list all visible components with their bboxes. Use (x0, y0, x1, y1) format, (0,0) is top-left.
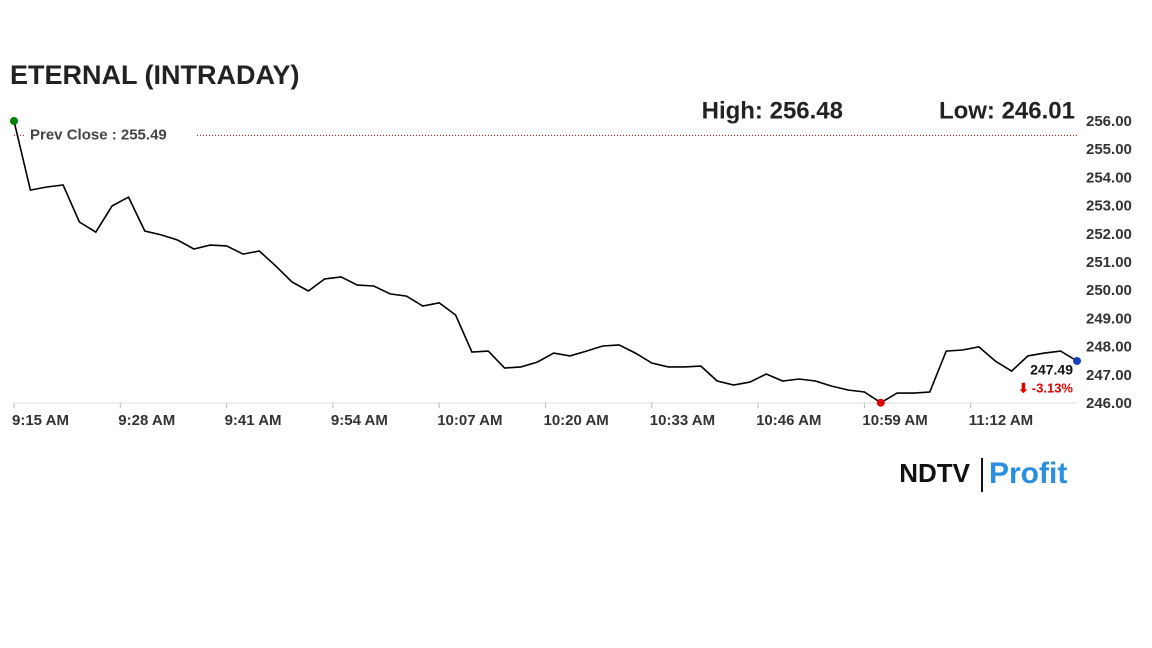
x-tick-label: 10:59 AM (862, 412, 927, 429)
x-tick-label: 10:07 AM (437, 412, 502, 429)
y-tick-label: 247.00 (1086, 367, 1132, 384)
change-label: -3.13% (1032, 380, 1074, 395)
x-tick-label: 9:28 AM (118, 412, 175, 429)
start-marker (10, 117, 18, 125)
prev-close-bg (24, 125, 196, 146)
x-tick-label: 11:12 AM (969, 412, 1033, 429)
x-tick-label: 9:54 AM (331, 412, 388, 429)
y-tick-label: 254.00 (1086, 169, 1132, 186)
y-tick-label: 248.00 (1086, 339, 1132, 356)
x-tick-label: 9:41 AM (225, 412, 282, 429)
x-tick-label: 10:20 AM (544, 412, 609, 429)
brand-logo: NDTV (899, 458, 970, 488)
y-tick-label: 251.00 (1086, 254, 1132, 271)
y-tick-label: 250.00 (1086, 282, 1132, 299)
chart-title: ETERNAL (INTRADAY) (10, 60, 300, 90)
y-tick-label: 255.00 (1086, 141, 1132, 158)
x-tick-label: 10:46 AM (756, 412, 821, 429)
y-tick-label: 252.00 (1086, 226, 1132, 243)
y-tick-label: 246.00 (1086, 395, 1132, 412)
low-label: Low: 246.01 (939, 97, 1075, 124)
end-marker (1073, 356, 1081, 365)
x-tick-label: 9:15 AM (12, 412, 69, 429)
price-line (13, 120, 1078, 404)
y-tick-label: 249.00 (1086, 310, 1132, 327)
y-tick-label: 253.00 (1086, 198, 1132, 215)
last-price-label: 247.49 (1030, 362, 1073, 378)
product-logo: Profit (989, 457, 1067, 490)
low-marker (876, 398, 885, 407)
prev-close-label: Prev Close : 255.49 (30, 126, 167, 143)
high-label: High: 256.48 (702, 97, 843, 124)
change-arrow: ⬇ (1018, 380, 1029, 395)
y-tick-label: 256.00 (1086, 113, 1132, 130)
x-tick-label: 10:33 AM (650, 412, 715, 429)
